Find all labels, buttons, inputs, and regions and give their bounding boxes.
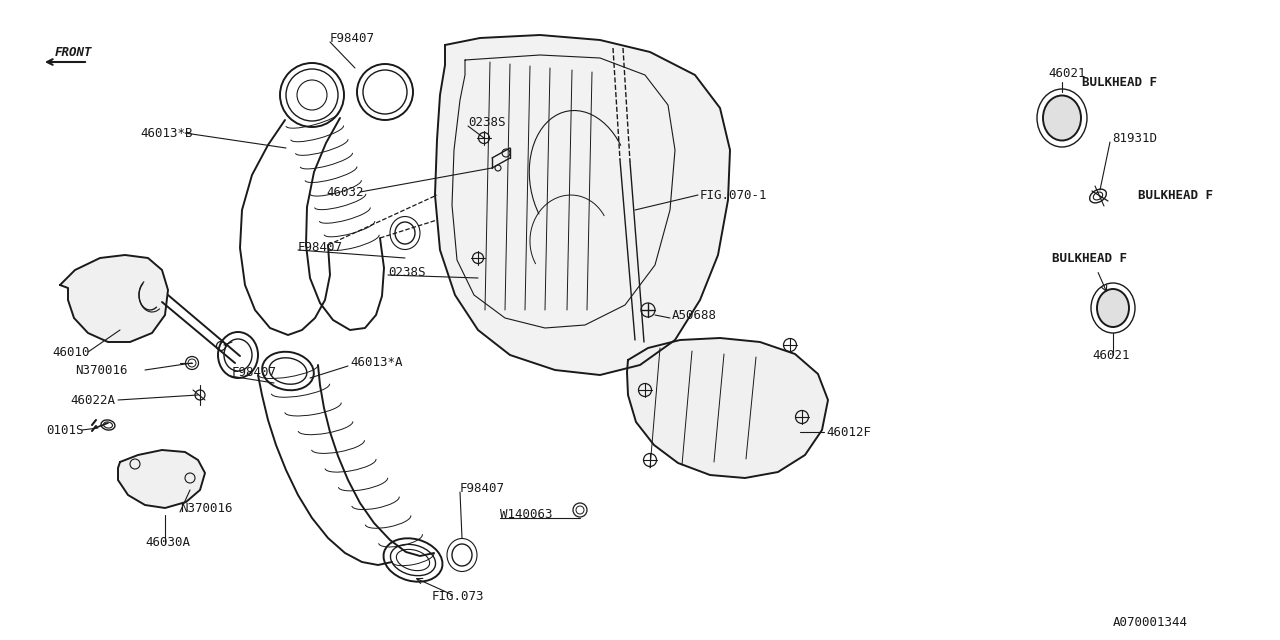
Text: A50688: A50688	[672, 308, 717, 321]
Text: W140063: W140063	[500, 509, 553, 522]
Text: 46013*A: 46013*A	[349, 355, 402, 369]
Text: F98407: F98407	[232, 365, 276, 378]
Text: BULKHEAD F: BULKHEAD F	[1052, 252, 1126, 264]
Text: F98407: F98407	[330, 31, 375, 45]
Text: 46021: 46021	[1048, 67, 1085, 79]
Polygon shape	[435, 35, 730, 375]
Text: FIG.073: FIG.073	[433, 589, 485, 602]
Polygon shape	[627, 338, 828, 478]
Text: 0238S: 0238S	[388, 266, 425, 278]
Text: F98407: F98407	[460, 481, 506, 495]
Text: BULKHEAD F: BULKHEAD F	[1138, 189, 1213, 202]
Text: N370016: N370016	[180, 502, 233, 515]
Text: 46013*B: 46013*B	[140, 127, 192, 140]
Text: 46010: 46010	[52, 346, 90, 358]
Ellipse shape	[1097, 289, 1129, 327]
Polygon shape	[60, 255, 168, 342]
Ellipse shape	[1043, 95, 1082, 141]
Text: A070001344: A070001344	[1114, 616, 1188, 628]
Text: 0101S: 0101S	[46, 424, 83, 436]
Text: N370016: N370016	[76, 364, 128, 376]
Text: FRONT: FRONT	[55, 45, 92, 58]
Text: 46012F: 46012F	[826, 426, 870, 438]
Text: BULKHEAD F: BULKHEAD F	[1082, 76, 1157, 88]
Text: 46021: 46021	[1092, 349, 1129, 362]
Text: 0238S: 0238S	[468, 115, 506, 129]
Text: 46030A: 46030A	[145, 536, 189, 550]
Text: FIG.070-1: FIG.070-1	[700, 189, 768, 202]
Polygon shape	[118, 450, 205, 508]
Text: 46022A: 46022A	[70, 394, 115, 406]
Text: 46032: 46032	[326, 186, 364, 198]
Text: F98407: F98407	[298, 241, 343, 253]
Text: 81931D: 81931D	[1112, 131, 1157, 145]
